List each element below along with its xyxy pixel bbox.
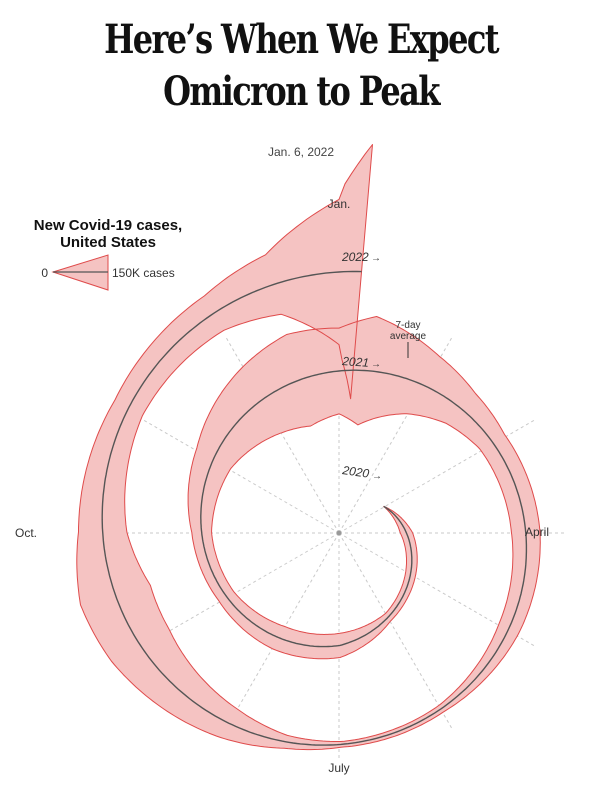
seven-day-average-annotation: 7-day average: [390, 320, 427, 358]
legend-min-label: 0: [41, 266, 48, 280]
month-label-oct: Oct.: [15, 526, 37, 540]
month-guide-line: [143, 419, 340, 534]
year-arrow-2021: →: [371, 359, 381, 370]
month-label-april: April: [525, 525, 549, 539]
annotation-line1: 7-day: [395, 320, 420, 331]
month-label-jan: Jan.: [328, 197, 351, 211]
year-arrow-2022: →: [371, 253, 381, 264]
month-guide-line: [338, 532, 453, 729]
headline: Here’s When We Expect Omicron to Peak: [104, 16, 499, 115]
annotation-line2: average: [390, 331, 427, 342]
spiral-center-dot: [336, 530, 342, 536]
year-label-2020-text: 2020: [341, 463, 371, 481]
legend: New Covid-19 cases, United States 0 150K…: [34, 217, 182, 291]
legend-title-line1: New Covid-19 cases,: [34, 217, 182, 234]
year-label-2022-text: 2022: [341, 250, 369, 264]
year-label-2021: 2021 →: [341, 354, 381, 370]
legend-max-label: 150K cases: [112, 266, 175, 280]
year-arrow-2020: →: [372, 471, 382, 482]
year-label-2022: 2022 →: [341, 250, 381, 264]
publication-date: Jan. 6, 2022: [267, 145, 335, 159]
month-guide-line: [143, 532, 340, 647]
legend-title-line2: United States: [60, 234, 156, 251]
month-guide-line: [225, 532, 340, 729]
year-label-2020: 2020 →: [341, 463, 382, 482]
spiral-centerline: [101, 270, 528, 746]
year-label-2021-text: 2021: [341, 354, 370, 370]
month-label-july: July: [328, 761, 349, 775]
